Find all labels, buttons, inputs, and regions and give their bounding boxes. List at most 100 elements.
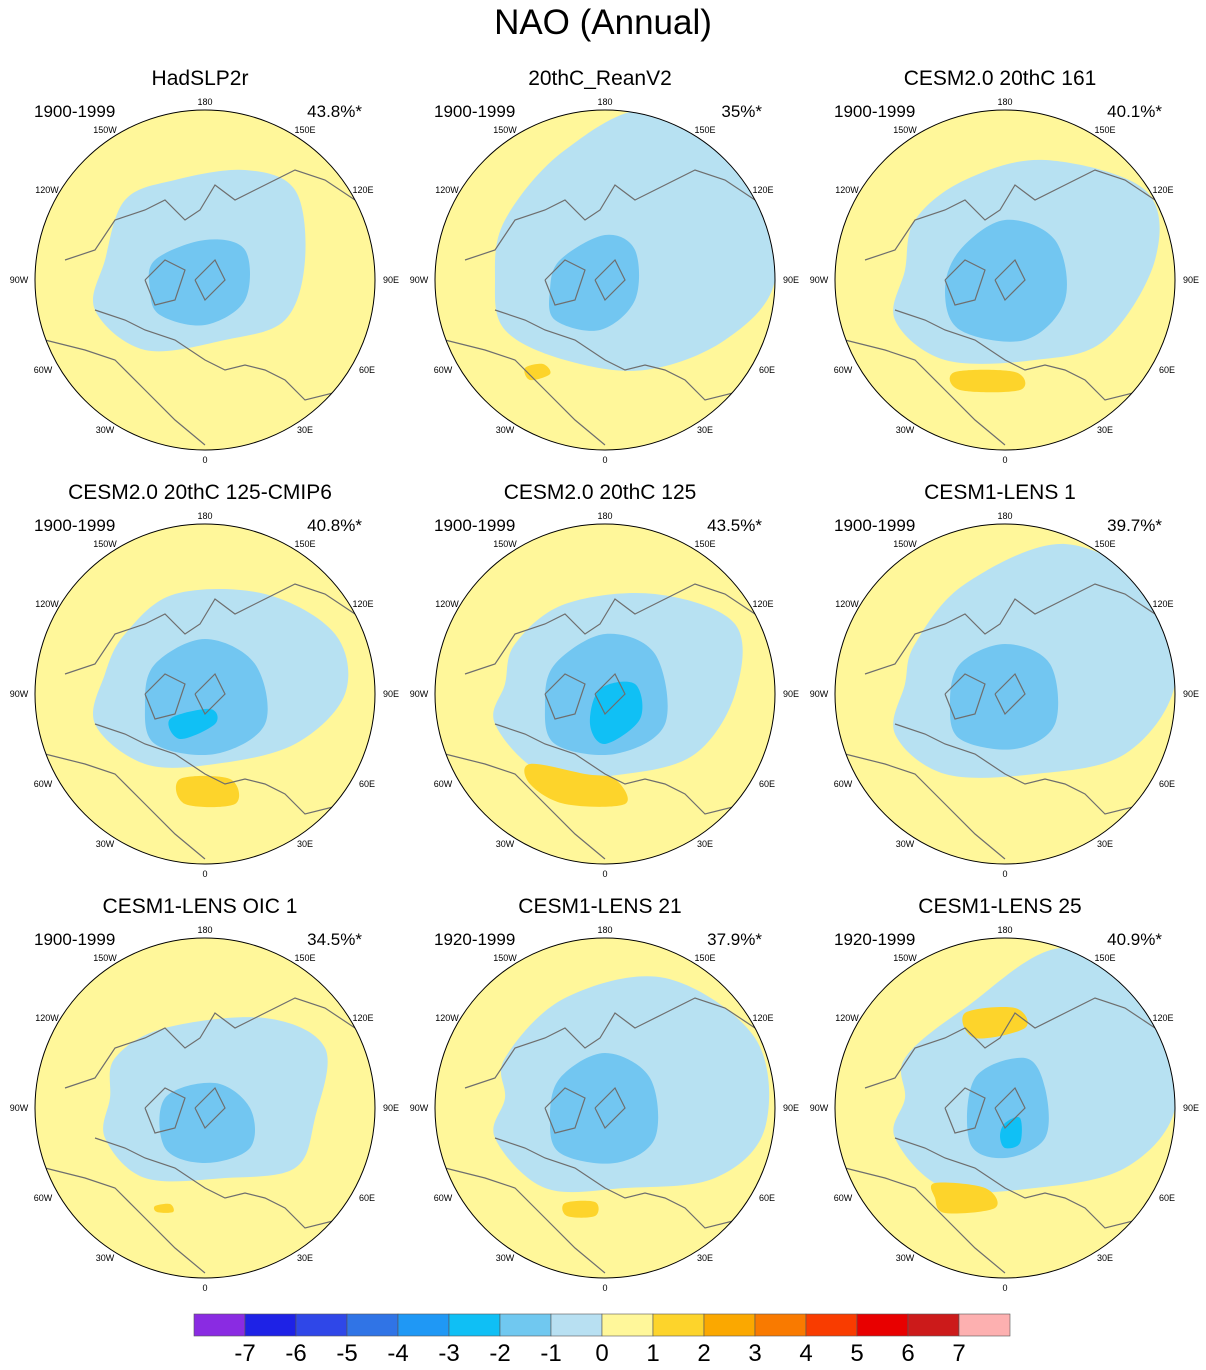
coastline [594, 1086, 626, 1130]
coastline [44, 339, 206, 446]
longitude-label: 120W [35, 599, 59, 609]
anomaly-contour-pos2 [175, 775, 240, 808]
year-range: 1900-1999 [434, 102, 516, 121]
panel-title: CESM1-LENS 25 [918, 895, 1082, 918]
coastline [544, 673, 586, 720]
colorbar-tick-label: -6 [285, 1340, 307, 1367]
longitude-label: 30E [1097, 839, 1113, 849]
longitude-label: 150E [294, 125, 315, 135]
longitude-label: 60E [359, 779, 375, 789]
longitude-label: 30E [297, 839, 313, 849]
anomaly-contour-pos2 [562, 1200, 599, 1218]
longitude-label: 30E [297, 1253, 313, 1263]
coastline [44, 1167, 206, 1274]
longitude-label: 30E [697, 425, 713, 435]
map-panel: 180 150E 120E 90E 60E 30E 0 30W 60W 90W 120W 150W CE… [0, 894, 400, 1306]
coastline [864, 997, 1156, 1089]
longitude-label: 60E [1159, 779, 1175, 789]
longitude-label: 120E [1152, 599, 1173, 609]
longitude-label: 120E [352, 185, 373, 195]
longitude-label: 150W [93, 539, 117, 549]
polar-map: 180 150E 120E 90E 60E 30E 0 30W 60W 90W 120W 150W [410, 97, 799, 465]
colorbar-box [244, 1313, 297, 1337]
longitude-label: 60E [759, 365, 775, 375]
anomaly-contour-neg2 [548, 234, 640, 331]
colorbar-box [754, 1313, 807, 1337]
colorbar-box [601, 1313, 654, 1337]
longitude-label: 120W [835, 1013, 859, 1023]
coastline [464, 997, 756, 1089]
longitude-label: 0 [202, 869, 207, 879]
anomaly-contour-pos2 [962, 1007, 1028, 1039]
coastline [144, 673, 186, 720]
map-panel: 180 150E 120E 90E 60E 30E 0 30W 60W 90W 120W 150W CE… [400, 894, 800, 1306]
year-range: 1900-1999 [834, 516, 916, 535]
longitude-label: 90W [410, 1103, 429, 1113]
coastline [64, 583, 356, 675]
longitude-label: 120E [1152, 185, 1173, 195]
colorbar-box [448, 1313, 501, 1337]
longitude-label: 30W [496, 1253, 515, 1263]
colorbar-tick-label: -2 [489, 1340, 511, 1367]
longitude-label: 60W [34, 1193, 53, 1203]
variance-explained: 40.9%* [1107, 930, 1162, 949]
longitude-label: 60E [759, 779, 775, 789]
map-border [434, 523, 776, 865]
longitude-label: 90W [10, 1103, 29, 1113]
longitude-label: 120E [752, 185, 773, 195]
panel-title: HadSLP2r [151, 67, 249, 90]
longitude-label: 0 [1002, 869, 1007, 879]
map-panel: 180 150E 120E 90E 60E 30E 0 30W 60W 90W 120W 150W CE… [800, 66, 1200, 478]
colorbar-box [907, 1313, 960, 1337]
colorbar-box [397, 1313, 450, 1337]
coastline [194, 1086, 226, 1130]
polar-map: 180 150E 120E 90E 60E 30E 0 30W 60W 90W 120W 150W [10, 925, 399, 1293]
longitude-label: 60W [434, 779, 453, 789]
colorbar-box [652, 1313, 705, 1337]
variance-explained: 43.5%* [707, 516, 762, 535]
map-border [34, 937, 376, 1279]
longitude-label: 0 [1002, 1283, 1007, 1293]
colorbar-box [295, 1313, 348, 1337]
longitude-label: 0 [602, 869, 607, 879]
longitude-label: 180 [597, 925, 612, 935]
longitude-label: 30W [496, 839, 515, 849]
coastline [864, 583, 1156, 675]
map-panel: 180 150E 120E 90E 60E 30E 0 30W 60W 90W 120W 150W Ha… [0, 66, 400, 478]
longitude-label: 30E [297, 425, 313, 435]
longitude-label: 150E [294, 539, 315, 549]
panel-title: CESM1-LENS 1 [924, 481, 1076, 504]
longitude-label: 60W [434, 365, 453, 375]
longitude-label: 150E [1094, 539, 1115, 549]
anomaly-contour-pos2 [930, 1182, 998, 1214]
colorbar-box [346, 1313, 399, 1337]
colorbar-box [856, 1313, 909, 1337]
longitude-label: 30W [96, 425, 115, 435]
longitude-label: 150E [294, 953, 315, 963]
longitude-label: 180 [997, 925, 1012, 935]
longitude-label: 30E [1097, 1253, 1113, 1263]
year-range: 1900-1999 [34, 516, 116, 535]
anomaly-contour-neg2 [148, 239, 250, 326]
coastline [444, 753, 606, 860]
longitude-label: 60W [834, 365, 853, 375]
map-border [434, 109, 776, 451]
coastline [894, 723, 1146, 815]
longitude-label: 60E [759, 1193, 775, 1203]
longitude-label: 120E [352, 599, 373, 609]
variance-explained: 43.8%* [307, 102, 362, 121]
anomaly-contour-neg3 [589, 681, 643, 745]
polar-map: 180 150E 120E 90E 60E 30E 0 30W 60W 90W 120W 150W [810, 925, 1199, 1293]
colorbar-tick-label: 6 [901, 1340, 915, 1367]
longitude-label: 90E [383, 1103, 399, 1113]
longitude-label: 150W [93, 953, 117, 963]
longitude-label: 30E [697, 1253, 713, 1263]
coastline [494, 309, 746, 401]
variance-explained: 37.9%* [707, 930, 762, 949]
anomaly-contour-pos2 [949, 369, 1026, 393]
polar-map: 180 150E 120E 90E 60E 30E 0 30W 60W 90W 120W 150W [10, 511, 399, 879]
coastline [994, 258, 1026, 302]
variance-explained: 40.8%* [307, 516, 362, 535]
anomaly-contour-neg2 [945, 219, 1067, 342]
longitude-label: 120E [752, 1013, 773, 1023]
